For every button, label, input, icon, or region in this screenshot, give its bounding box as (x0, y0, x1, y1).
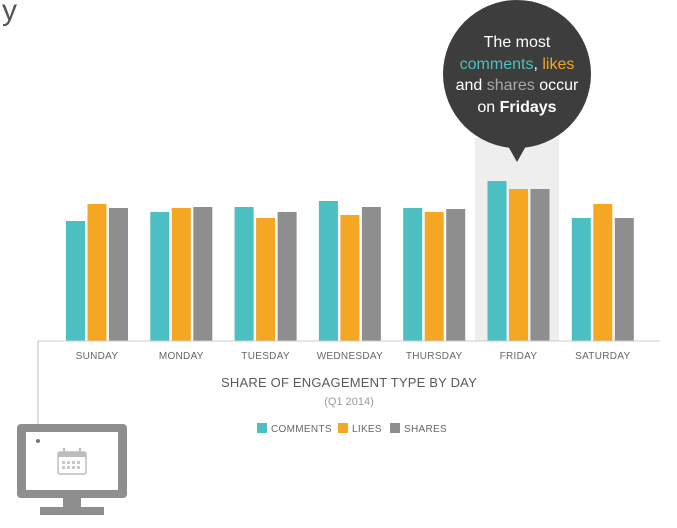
connector-dot (36, 439, 40, 443)
bar-likes-friday (509, 189, 528, 341)
legend-label-shares: SHARES (404, 424, 447, 435)
category-labels: SUNDAY MONDAY TUESDAY WEDNESDAY THURSDAY FRID… (76, 351, 631, 362)
bar-comments-tuesday (234, 207, 254, 341)
bar-comments-saturday (571, 218, 591, 341)
category-label-thursday: THURSDAY (406, 351, 463, 362)
bar-comments-friday (487, 181, 507, 341)
callout-line-1: The most (484, 34, 551, 51)
bar-shares-monday (193, 207, 213, 341)
bar-likes-monday (171, 208, 191, 341)
callout-bubble: The most comments, likes and shares occu… (443, 0, 591, 162)
category-label-tuesday: TUESDAY (241, 351, 290, 362)
bar-shares-thursday (446, 209, 466, 341)
bar-likes-saturday (593, 204, 613, 341)
monitor-neck (63, 498, 81, 507)
legend-swatch-shares (390, 423, 400, 433)
legend-label-likes: LIKES (352, 424, 382, 435)
callout-comments: comments (460, 56, 534, 73)
bar-shares-sunday (109, 208, 128, 341)
header-fragment: y (2, 0, 17, 27)
chart-subtitle: (Q1 2014) (324, 396, 374, 408)
bar-group (66, 181, 634, 341)
category-label-saturday: SATURDAY (575, 351, 630, 362)
legend-label-comments: COMMENTS (271, 424, 332, 435)
bar-shares-wednesday (361, 207, 381, 341)
callout-line-3: and shares occur (456, 77, 579, 94)
category-label-wednesday: WEDNESDAY (317, 351, 383, 362)
callout-pointer (508, 146, 526, 162)
bar-shares-friday (530, 189, 550, 341)
callout-fridays: Fridays (500, 99, 557, 116)
callout-comma: , (533, 56, 537, 73)
bar-shares-tuesday (277, 212, 297, 341)
bar-likes-thursday (424, 212, 444, 341)
callout-on: on (477, 99, 495, 116)
callout-shares: shares (487, 77, 535, 94)
bar-comments-sunday (66, 221, 85, 341)
category-label-friday: FRIDAY (500, 351, 538, 362)
calendar-icon (57, 448, 87, 475)
chart-title: SHARE OF ENGAGEMENT TYPE BY DAY (221, 375, 477, 390)
callout-occur: occur (539, 77, 579, 94)
category-label-monday: MONDAY (159, 351, 204, 362)
legend-swatch-comments (257, 423, 267, 433)
bar-likes-wednesday (340, 215, 360, 341)
bar-likes-sunday (87, 204, 107, 341)
callout-and: and (456, 77, 483, 94)
bar-comments-wednesday (318, 201, 338, 341)
callout-line-2: comments, likes (460, 56, 575, 73)
bar-comments-thursday (403, 208, 423, 341)
callout-likes: likes (542, 56, 574, 73)
desktop-calendar-icon (17, 424, 127, 515)
category-label-sunday: SUNDAY (76, 351, 119, 362)
legend-swatch-likes (338, 423, 348, 433)
monitor-stand (40, 507, 104, 515)
callout-circle (443, 0, 591, 148)
bar-likes-tuesday (256, 218, 276, 341)
callout-line-4: on Fridays (477, 99, 556, 116)
legend: COMMENTS LIKES SHARES (257, 423, 447, 435)
bar-shares-saturday (614, 218, 634, 341)
bar-comments-monday (150, 212, 170, 341)
